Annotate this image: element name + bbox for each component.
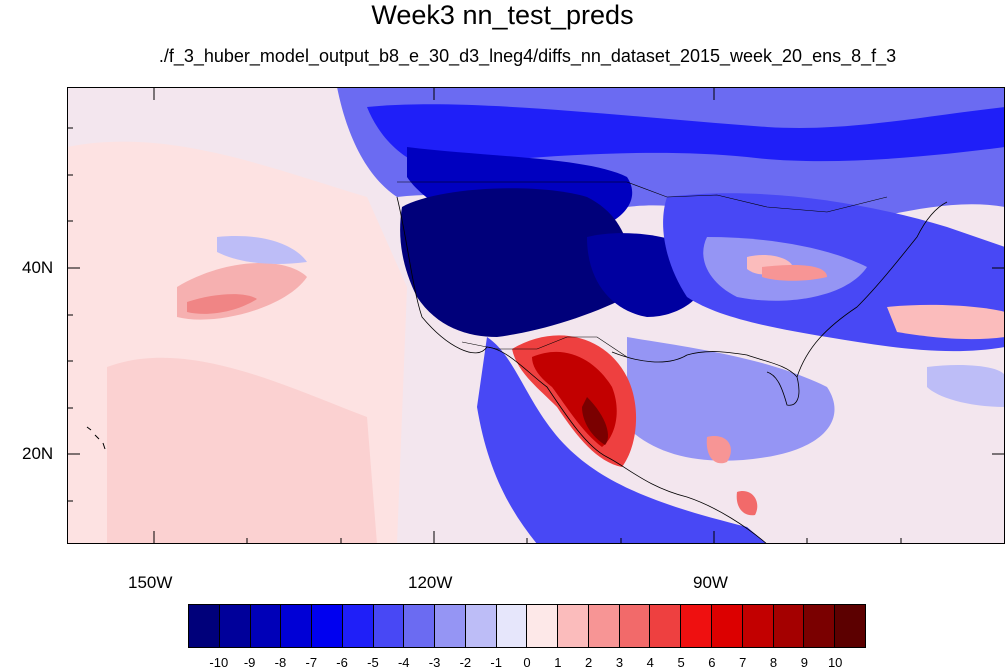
atlantic-blue [927,365,1005,407]
plot-subtitle: ./f_3_huber_model_output_b8_e_30_d3_lneg… [158,46,897,66]
canada-mid-blue [367,104,1005,167]
colorbar-label: 2 [585,655,593,670]
colorbar-cell-9 [465,605,497,647]
colorbar-label: 8 [769,655,778,670]
colorbar-cell-2 [250,605,282,647]
lon-label-150w: 150W [128,573,173,592]
central-america-pink [736,491,758,516]
colorbar-labels: -10 -9 -8 -7 -6 -5 -4 -3 -2 -1 0 1 2 3 4 5 6 7 8 9 10 [0,656,1005,672]
us-mexico-border [461,336,628,358]
ohio-pink [762,265,827,281]
colorbar-label: -7 [305,655,318,670]
colorbar-cell-7 [404,605,436,647]
colorbar-label: -1 [490,655,502,670]
colorbar-cell-21 [835,605,865,647]
colorbar-cell-15 [650,605,682,647]
colorbar-cell-17 [712,605,743,647]
atlantic-pink [887,304,1005,340]
colorbar-cell-14 [619,605,651,647]
pacific-red-blob [187,294,257,314]
colorbar-cell-0 [189,605,220,647]
colorbar-label: -2 [459,655,472,670]
lat-label-40n: 40N [22,258,54,277]
colorbar-label: 4 [646,655,654,670]
colorbar-cell-4 [312,605,343,647]
lon-label-120w: 120W [408,573,453,592]
colorbar [188,604,866,648]
map-panel [67,87,1005,544]
colorbar-label: -4 [397,655,410,670]
colorbar-cell-12 [558,605,589,647]
caribbean-pink [706,436,731,464]
pacific-pink-band [107,357,377,544]
colorbar-cell-20 [804,605,836,647]
colorbar-label: 10 [827,655,843,670]
colorbar-cell-10 [496,605,528,647]
anomaly-field [67,87,1005,544]
us-canada-border [397,181,888,213]
colorbar-label: 5 [677,655,685,670]
colorbar-label: -5 [367,655,379,670]
colorbar-label: -9 [243,655,256,670]
lon-label-90w: 90W [693,573,728,592]
pacific-coastline [396,196,768,544]
colorbar-cell-1 [219,605,251,647]
plot-title: Week3 nn_test_preds [371,0,634,30]
colorbar-label: 0 [523,655,531,670]
colorbar-label: 6 [708,655,716,670]
colorbar-cell-16 [681,605,713,647]
mexico-coast-blue [477,337,767,544]
mexico-darkest [582,397,608,445]
atlantic-coastline [796,201,948,378]
colorbar-cell-19 [773,605,805,647]
colorbar-cell-11 [527,605,559,647]
colorbar-cell-3 [281,605,313,647]
colorbar-cell-8 [435,605,466,647]
pacific-blue-patch [217,236,307,264]
colorbar-cell-18 [742,605,774,647]
colorbar-label: -10 [209,655,229,670]
colorbar-label: 1 [554,655,562,670]
west-us-darkest [400,188,631,337]
gulf-blue [627,337,835,461]
colorbar-cell-13 [588,605,620,647]
gulf-coastline [611,351,800,406]
lat-label-20n: 20N [22,444,54,463]
colorbar-label: -6 [336,655,348,670]
colorbar-label: 7 [739,655,747,670]
colorbar-cell-6 [373,605,405,647]
colorbar-label: 9 [800,655,808,670]
colorbar-label: -8 [274,655,287,670]
colorbar-label: -3 [428,655,441,670]
hawaii-islands [86,426,106,450]
colorbar-cell-5 [342,605,374,647]
colorbar-label: 3 [615,655,624,670]
